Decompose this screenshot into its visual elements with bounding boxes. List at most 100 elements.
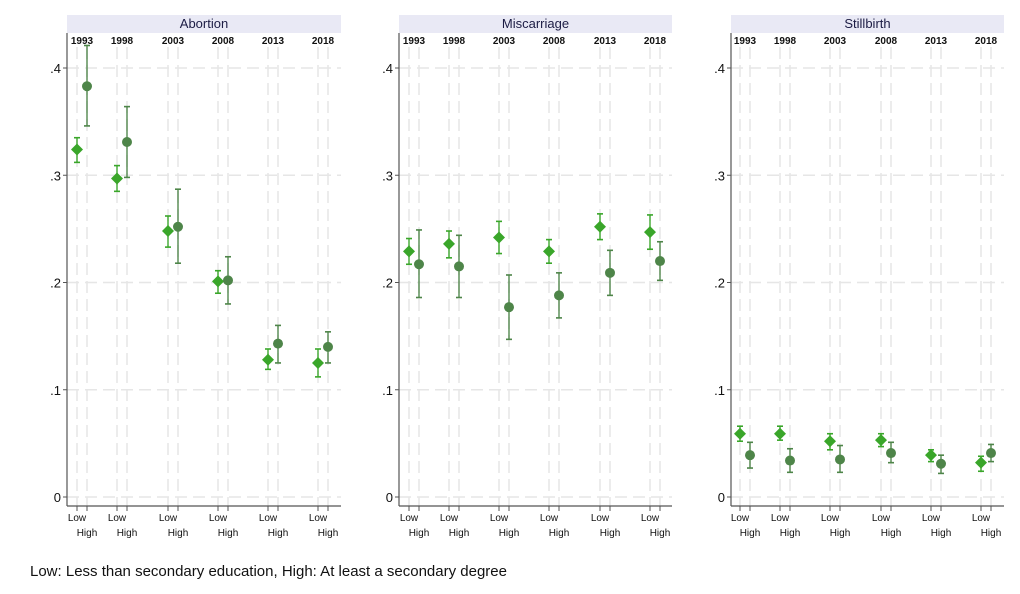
y-tick-label: 0 xyxy=(386,490,393,505)
x-tick-label-high: High xyxy=(740,528,761,539)
panel-title: Abortion xyxy=(180,16,228,31)
high-circle-marker xyxy=(273,338,283,349)
year-label: 2018 xyxy=(312,36,335,47)
y-tick-label: .1 xyxy=(382,383,393,398)
low-diamond-marker xyxy=(443,237,455,250)
high-circle-marker xyxy=(785,455,795,466)
x-tick-label-high: High xyxy=(117,528,138,539)
y-tick-label: .1 xyxy=(50,383,61,398)
low-diamond-marker xyxy=(162,225,174,238)
y-tick-label: .2 xyxy=(714,276,725,291)
low-diamond-marker xyxy=(493,231,505,244)
y-tick-label: .4 xyxy=(50,61,61,76)
year-label: 2008 xyxy=(212,36,235,47)
year-label: 2013 xyxy=(594,36,617,47)
x-tick-label-high: High xyxy=(650,528,671,539)
x-tick-label-low: Low xyxy=(309,513,328,524)
x-tick-label-low: Low xyxy=(771,513,790,524)
x-tick-label-high: High xyxy=(318,528,339,539)
x-tick-label-high: High xyxy=(268,528,289,539)
high-circle-marker xyxy=(745,450,755,461)
x-tick-label-high: High xyxy=(931,528,952,539)
high-circle-marker xyxy=(504,302,514,313)
high-circle-marker xyxy=(936,458,946,469)
high-circle-marker xyxy=(605,267,615,278)
panel-title: Stillbirth xyxy=(844,16,890,31)
high-circle-marker xyxy=(122,137,132,148)
y-tick-label: .2 xyxy=(382,276,393,291)
low-diamond-marker xyxy=(774,427,786,440)
year-label: 2003 xyxy=(824,36,847,47)
y-tick-label: .3 xyxy=(714,168,725,183)
x-tick-label-low: Low xyxy=(440,513,459,524)
low-diamond-marker xyxy=(824,435,836,448)
year-label: 2003 xyxy=(162,36,185,47)
y-tick-label: .1 xyxy=(714,383,725,398)
year-label: 2013 xyxy=(925,36,948,47)
x-tick-label-low: Low xyxy=(400,513,419,524)
year-label: 1993 xyxy=(71,36,94,47)
x-tick-label-low: Low xyxy=(540,513,559,524)
x-tick-label-high: High xyxy=(449,528,470,539)
x-tick-label-high: High xyxy=(830,528,851,539)
year-label: 1998 xyxy=(443,36,466,47)
high-circle-marker xyxy=(323,341,333,352)
low-diamond-marker xyxy=(71,143,83,156)
y-tick-label: 0 xyxy=(718,490,725,505)
high-circle-marker xyxy=(554,290,564,301)
x-tick-label-high: High xyxy=(77,528,98,539)
x-tick-label-high: High xyxy=(168,528,189,539)
panel-stillbirth: Stillbirth 0 .1 .2 .3 .4 Low High 1993 Low High 199… xyxy=(714,15,1004,539)
panel-header xyxy=(399,15,672,33)
year-label: 2013 xyxy=(262,36,285,47)
footnote: Low: Less than secondary education, High… xyxy=(30,563,507,580)
high-circle-marker xyxy=(835,454,845,465)
x-tick-label-high: High xyxy=(549,528,570,539)
y-tick-label: .3 xyxy=(382,168,393,183)
low-diamond-marker xyxy=(594,220,606,233)
x-tick-label-high: High xyxy=(981,528,1002,539)
x-tick-label-high: High xyxy=(499,528,520,539)
x-tick-label-high: High xyxy=(218,528,239,539)
x-tick-label-low: Low xyxy=(821,513,840,524)
low-diamond-marker xyxy=(875,434,887,447)
low-diamond-marker xyxy=(543,245,555,258)
high-circle-marker xyxy=(886,448,896,459)
x-tick-label-low: Low xyxy=(68,513,87,524)
year-label: 2003 xyxy=(493,36,516,47)
x-tick-label-low: Low xyxy=(108,513,127,524)
panel-abortion: Abortion 0 .1 .2 .3 .4 Low High 1993 Low High 1998 L… xyxy=(50,15,341,539)
low-diamond-marker xyxy=(403,245,415,258)
year-label: 1993 xyxy=(734,36,757,47)
year-label: 2018 xyxy=(975,36,998,47)
high-circle-marker xyxy=(655,256,665,267)
high-circle-marker xyxy=(173,221,183,232)
high-circle-marker xyxy=(414,259,424,270)
x-tick-label-high: High xyxy=(881,528,902,539)
y-tick-label: .2 xyxy=(50,276,61,291)
year-label: 1998 xyxy=(774,36,797,47)
x-tick-label-low: Low xyxy=(922,513,941,524)
y-tick-label: .4 xyxy=(382,61,393,76)
panel-title: Miscarriage xyxy=(502,16,569,31)
panel-header xyxy=(67,15,341,33)
x-tick-label-low: Low xyxy=(159,513,178,524)
y-tick-label: 0 xyxy=(54,490,61,505)
panel-header xyxy=(731,15,1004,33)
x-tick-label-low: Low xyxy=(641,513,660,524)
low-diamond-marker xyxy=(212,275,224,288)
y-tick-label: .4 xyxy=(714,61,725,76)
year-label: 1993 xyxy=(403,36,426,47)
high-circle-marker xyxy=(82,81,92,92)
x-tick-label-low: Low xyxy=(490,513,509,524)
low-diamond-marker xyxy=(262,353,274,366)
year-label: 2018 xyxy=(644,36,667,47)
low-diamond-marker xyxy=(312,356,324,369)
year-label: 2008 xyxy=(875,36,898,47)
x-tick-label-low: Low xyxy=(591,513,610,524)
year-label: 1998 xyxy=(111,36,134,47)
low-diamond-marker xyxy=(925,449,937,462)
x-tick-label-low: Low xyxy=(972,513,991,524)
